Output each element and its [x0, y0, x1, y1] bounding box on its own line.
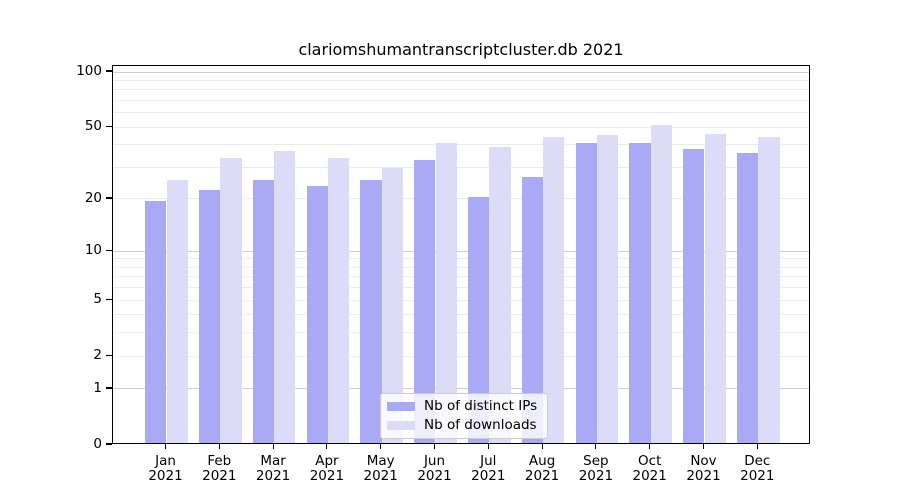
bar-distinct-ips-oct	[629, 142, 651, 443]
bar-downloads-oct	[650, 125, 673, 443]
x-tick-label-aug: Aug 2021	[524, 453, 560, 484]
x-tick-may	[380, 444, 382, 449]
legend-label-distinct-ips: Nb of distinct IPs	[424, 398, 538, 414]
y-tick-50	[106, 125, 112, 127]
bar-distinct-ips-mar	[252, 179, 275, 443]
x-tick-nov	[702, 444, 705, 449]
bar-downloads-aug	[543, 137, 565, 443]
x-tick-label-may: May 2021	[363, 453, 398, 484]
x-tick-label-jul: Jul 2021	[471, 453, 506, 484]
x-tick-jul	[487, 444, 489, 449]
gridline-20	[113, 198, 809, 200]
x-tick-feb	[218, 444, 220, 449]
y-tick-2	[106, 354, 112, 356]
bar-distinct-ips-jul	[467, 196, 490, 443]
y-tick-10	[106, 249, 112, 251]
bar-downloads-feb	[220, 158, 242, 443]
bar-downloads-sep	[596, 135, 619, 443]
gridline-3	[113, 332, 809, 334]
y-tick-label-20: 20	[84, 189, 102, 206]
y-tick-label-5: 5	[93, 291, 102, 308]
gridline-8	[113, 266, 809, 268]
x-tick-label-sep: Sep 2021	[578, 453, 614, 484]
gridline-70	[113, 99, 809, 101]
bar-distinct-ips-nov	[683, 149, 705, 443]
bar-distinct-ips-jan	[145, 200, 167, 443]
bar-downloads-jul	[489, 146, 511, 443]
y-tick-label-2: 2	[93, 347, 102, 364]
y-tick-label-100: 100	[76, 63, 102, 79]
bar-distinct-ips-feb	[198, 189, 221, 443]
y-tick-label-1: 1	[93, 379, 102, 396]
bar-downloads-jan	[166, 179, 188, 443]
x-tick-jun	[433, 444, 436, 449]
gridline-9	[113, 258, 809, 260]
y-tick-5	[106, 298, 112, 300]
x-tick-dec	[756, 444, 758, 449]
legend-swatch-distinct-ips	[387, 402, 415, 411]
chart-title: clariomshumantranscriptcluster.db 2021	[298, 40, 624, 59]
legend-item-downloads: Nb of downloads	[387, 418, 541, 433]
legend-label-downloads: Nb of downloads	[424, 417, 537, 433]
x-tick-mar	[272, 444, 274, 449]
bar-distinct-ips-dec	[736, 153, 759, 443]
bar-downloads-nov	[704, 133, 726, 443]
gridline-10	[113, 250, 809, 252]
legend: Nb of distinct IPs Nb of downloads	[380, 393, 548, 439]
x-tick-aug	[541, 444, 543, 449]
bar-distinct-ips-sep	[575, 142, 597, 443]
gridline-2	[113, 355, 809, 357]
x-tick-label-oct: Oct 2021	[632, 453, 667, 484]
gridline-80	[113, 89, 809, 91]
legend-item-distinct-ips: Nb of distinct IPs	[387, 399, 541, 414]
x-tick-label-dec: Dec 2021	[740, 453, 775, 484]
x-tick-sep	[595, 444, 597, 449]
gridline-7	[113, 276, 809, 278]
bar-distinct-ips-apr	[306, 186, 328, 443]
y-tick-0	[106, 443, 112, 445]
gridline-40	[113, 144, 809, 146]
x-tick-label-apr: Apr 2021	[309, 453, 345, 484]
bar-distinct-ips-jun	[414, 160, 436, 443]
x-tick-label-mar: Mar 2021	[255, 453, 291, 484]
x-tick-label-jan: Jan 2021	[148, 453, 183, 484]
gridline-5	[113, 299, 809, 301]
legend-swatch-downloads	[387, 421, 415, 430]
plot-area: Nb of distinct IPs Nb of downloads	[112, 65, 810, 444]
x-tick-jan	[164, 444, 167, 449]
bar-distinct-ips-may	[360, 179, 382, 443]
gridline-30	[113, 166, 809, 168]
gridline-60	[113, 112, 809, 114]
gridline-100	[113, 71, 809, 73]
gridline-50	[113, 126, 809, 128]
gridline-4	[113, 314, 809, 316]
bar-downloads-jun	[435, 142, 457, 443]
bar-downloads-dec	[758, 137, 780, 443]
gridline-90	[113, 79, 809, 81]
x-tick-label-feb: Feb 2021	[202, 453, 237, 484]
y-tick-label-50: 50	[84, 118, 102, 135]
y-tick-20	[106, 197, 112, 199]
bar-downloads-may	[381, 168, 404, 443]
gridline-1	[113, 388, 809, 390]
y-tick-label-0: 0	[93, 436, 102, 452]
y-tick-label-10: 10	[84, 242, 102, 259]
y-tick-1	[106, 387, 112, 389]
x-tick-label-jun: Jun 2021	[417, 453, 452, 484]
bar-downloads-mar	[274, 151, 296, 443]
bar-distinct-ips-aug	[521, 176, 544, 443]
x-tick-oct	[649, 444, 651, 449]
x-tick-label-nov: Nov 2021	[686, 453, 721, 484]
gridline-6	[113, 287, 809, 289]
bar-downloads-apr	[327, 158, 350, 443]
x-tick-apr	[326, 444, 328, 449]
y-tick-100	[106, 70, 112, 72]
